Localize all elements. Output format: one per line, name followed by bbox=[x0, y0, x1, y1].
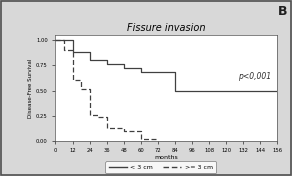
Y-axis label: Disease-Free Survival: Disease-Free Survival bbox=[28, 58, 33, 118]
Title: Fissure invasion: Fissure invasion bbox=[127, 23, 206, 33]
X-axis label: months: months bbox=[154, 155, 178, 160]
Legend: < 3 cm, >= 3 cm: < 3 cm, >= 3 cm bbox=[105, 161, 216, 173]
Text: p<0,001: p<0,001 bbox=[238, 72, 271, 81]
Text: B: B bbox=[278, 5, 288, 18]
